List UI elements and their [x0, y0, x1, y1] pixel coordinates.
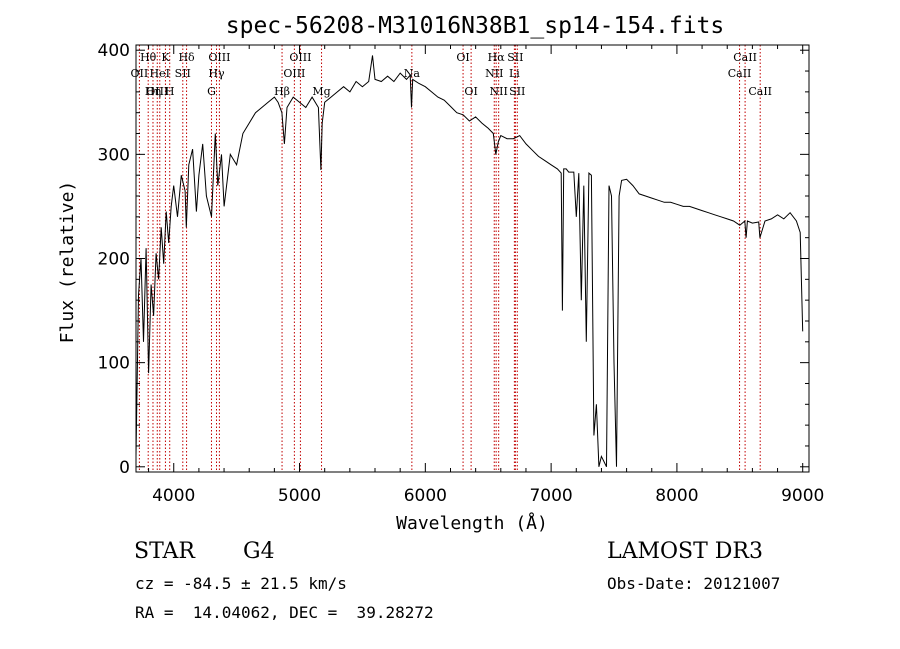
object-subclass: G4 — [243, 539, 275, 564]
y-axis-label: Flux (relative) — [57, 181, 78, 344]
object-class: STAR — [134, 539, 195, 564]
line-label: CaII — [728, 67, 752, 80]
line-label: CaII — [748, 85, 772, 98]
line-label: Hα — [488, 51, 506, 64]
x-tick-label: 7000 — [529, 486, 572, 506]
x-tick-label: 5000 — [278, 486, 321, 506]
survey-name: LAMOST DR3 — [607, 539, 763, 564]
line-label: Hθ — [140, 51, 157, 64]
y-tick-label: 300 — [98, 145, 130, 165]
redshift-velocity: cz = -84.5 ± 21.5 km/s — [135, 574, 347, 593]
line-label: H — [165, 85, 175, 98]
line-label: OI — [456, 51, 469, 64]
x-tick-label: 4000 — [152, 486, 195, 506]
line-label: OI — [464, 85, 477, 98]
line-label: Mg — [312, 85, 330, 98]
line-label: SII — [175, 67, 191, 80]
line-label: Hβ — [274, 85, 290, 98]
x-tick-label: 6000 — [404, 486, 447, 506]
spectrum-line — [135, 55, 804, 468]
line-label: OIII — [208, 51, 230, 64]
line-label: NII — [485, 67, 503, 80]
line-label: Hδ — [178, 51, 195, 64]
y-axis-ticks: 0 100 200 300 400 — [98, 41, 809, 478]
y-tick-label: 400 — [98, 41, 130, 61]
line-label: OIII — [146, 85, 168, 98]
x-axis-ticks: 4000 5000 6000 7000 8000 9000 — [148, 45, 824, 506]
y-tick-label: 0 — [119, 458, 130, 478]
x-axis-label: Wavelength (Å) — [396, 512, 548, 534]
line-label: OIII — [289, 51, 311, 64]
line-label: K — [161, 51, 170, 64]
line-label: OIII — [283, 67, 305, 80]
y-tick-label: 200 — [98, 250, 130, 270]
line-label: G — [207, 85, 216, 98]
sky-coordinates: RA = 14.04062, DEC = 39.28272 — [135, 603, 434, 622]
x-tick-label: 9000 — [781, 486, 824, 506]
line-label: CaII — [733, 51, 757, 64]
chart-title: spec-56208-M31016N38B1_sp14-154.fits — [226, 13, 725, 39]
x-tick-label: 8000 — [655, 486, 698, 506]
line-label: SII — [509, 85, 525, 98]
emission-line-markers — [138, 45, 761, 472]
plot-frame — [135, 44, 810, 473]
line-label: Hγ — [208, 67, 225, 80]
observation-date: Obs-Date: 20121007 — [607, 574, 781, 593]
line-label: Na — [404, 67, 421, 80]
line-label: HeI — [150, 67, 170, 80]
line-label: SII — [507, 51, 523, 64]
line-label: Hη — [145, 85, 161, 98]
line-label: Li — [509, 67, 520, 80]
y-tick-label: 100 — [98, 354, 130, 374]
line-label: NII — [490, 85, 508, 98]
line-label: OII — [131, 67, 149, 80]
